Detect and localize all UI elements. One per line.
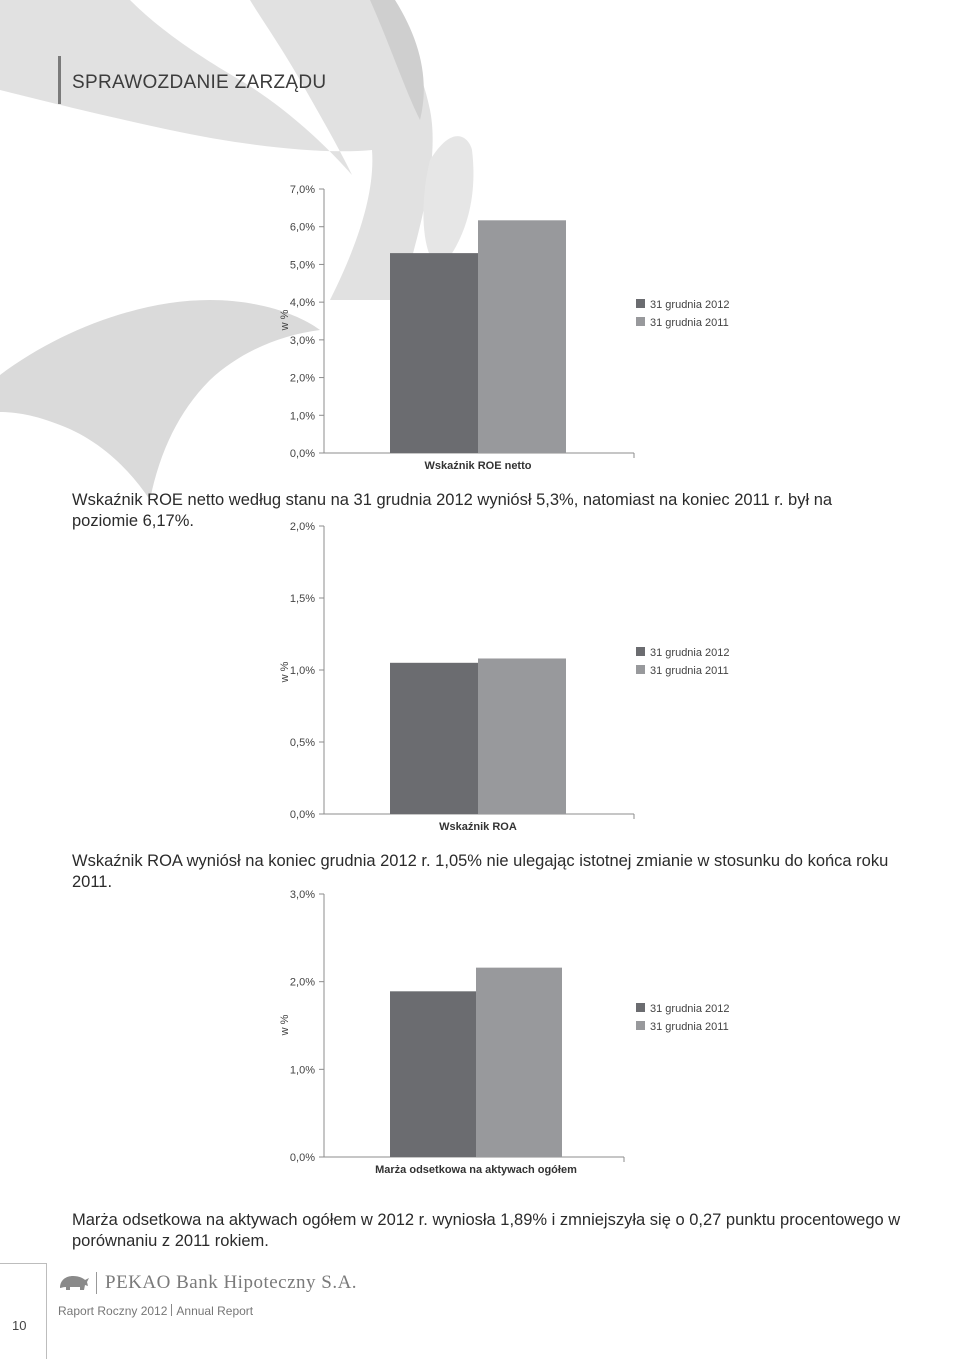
bison-icon xyxy=(60,1276,89,1290)
roe-bar-chart: 0,0% 1,0% 2,0% 3,0% 4,0% 5,0% 6,0% 7,0% w % Wskaź… xyxy=(279,184,730,472)
report-title-en: Annual Report xyxy=(176,1304,254,1318)
bar-2012 xyxy=(390,662,478,814)
y-tick-label: 0,0% xyxy=(290,448,315,460)
y-tick-label: 2,0% xyxy=(290,373,315,385)
category-label: Wskaźnik ROE netto xyxy=(425,460,532,472)
bar-2011 xyxy=(478,658,566,814)
y-tick-label: 2,0% xyxy=(290,977,315,989)
bank-name: PEKAO Bank Hipoteczny S.A. xyxy=(105,1272,358,1293)
y-tick-label: 3,0% xyxy=(290,335,315,347)
legend-swatch xyxy=(636,317,645,326)
y-tick-label: 4,0% xyxy=(290,297,315,309)
category-label: Marża odsetkowa na aktywach ogółem xyxy=(375,1164,577,1176)
legend-label: 31 grudnia 2012 xyxy=(650,647,730,659)
legend-swatch xyxy=(636,299,645,308)
legend-swatch xyxy=(636,665,645,674)
report-title-pl: Raport Roczny 2012 xyxy=(58,1304,168,1318)
wave-shape-fold xyxy=(370,0,424,120)
legend-label: 31 grudnia 2012 xyxy=(650,299,730,311)
legend-swatch xyxy=(636,647,645,656)
report-title: Raport Roczny 2012 Annual Report xyxy=(58,1304,253,1318)
interest-margin-bar-chart: 0,0% 1,0% 2,0% 3,0% w % Marża odsetkowa na ak… xyxy=(279,889,730,1176)
interest-margin-caption: Marża odsetkowa na aktywach ogółem w 201… xyxy=(72,1211,901,1250)
page-number-box xyxy=(0,1263,47,1359)
y-axis-label: w % xyxy=(279,661,291,683)
y-tick-label: 0,5% xyxy=(290,737,315,749)
roa-bar-chart: 0,0% 0,5% 1,0% 1,5% 2,0% w % Wskaźnik ROA 31 gr… xyxy=(279,521,730,833)
y-tick-label: 6,0% xyxy=(290,222,315,234)
legend-swatch xyxy=(636,1003,645,1012)
legend-label: 31 grudnia 2012 xyxy=(650,1003,730,1015)
roe-caption: Wskaźnik ROE netto według stanu na 31 gr… xyxy=(72,491,833,530)
page-section-title: SPRAWOZDANIE ZARZĄDU xyxy=(72,72,327,93)
wave-shape-left xyxy=(0,300,320,500)
y-tick-label: 7,0% xyxy=(290,184,315,196)
bar-2011 xyxy=(478,220,566,453)
wave-shape-hook xyxy=(423,136,474,270)
y-tick-label: 3,0% xyxy=(290,889,315,901)
report-title-separator xyxy=(171,1304,173,1316)
y-tick-label: 0,0% xyxy=(290,1152,315,1164)
y-axis-label: w % xyxy=(279,1014,291,1036)
header-accent-bar xyxy=(58,56,61,104)
category-label: Wskaźnik ROA xyxy=(439,821,517,833)
page-number: 10 xyxy=(12,1318,27,1333)
y-tick-label: 1,0% xyxy=(290,410,315,422)
y-tick-label: 1,0% xyxy=(290,665,315,677)
logo-divider xyxy=(96,1272,97,1294)
bank-logo: PEKAO Bank Hipoteczny S.A. xyxy=(58,1272,357,1294)
legend-label: 31 grudnia 2011 xyxy=(650,665,729,677)
bar-2012 xyxy=(390,253,478,453)
y-tick-label: 5,0% xyxy=(290,259,315,271)
y-tick-label: 1,0% xyxy=(290,1064,315,1076)
bar-2011 xyxy=(476,967,562,1157)
y-axis-label: w % xyxy=(279,309,291,331)
y-tick-label: 0,0% xyxy=(290,809,315,821)
bar-2012 xyxy=(390,991,476,1157)
roa-caption: Wskaźnik ROA wyniósł na koniec grudnia 2… xyxy=(72,852,889,891)
y-tick-label: 2,0% xyxy=(290,521,315,533)
y-tick-label: 1,5% xyxy=(290,593,315,605)
legend-label: 31 grudnia 2011 xyxy=(650,1021,729,1033)
legend-swatch xyxy=(636,1021,645,1030)
wave-shape-top xyxy=(0,0,433,300)
legend-label: 31 grudnia 2011 xyxy=(650,317,729,329)
